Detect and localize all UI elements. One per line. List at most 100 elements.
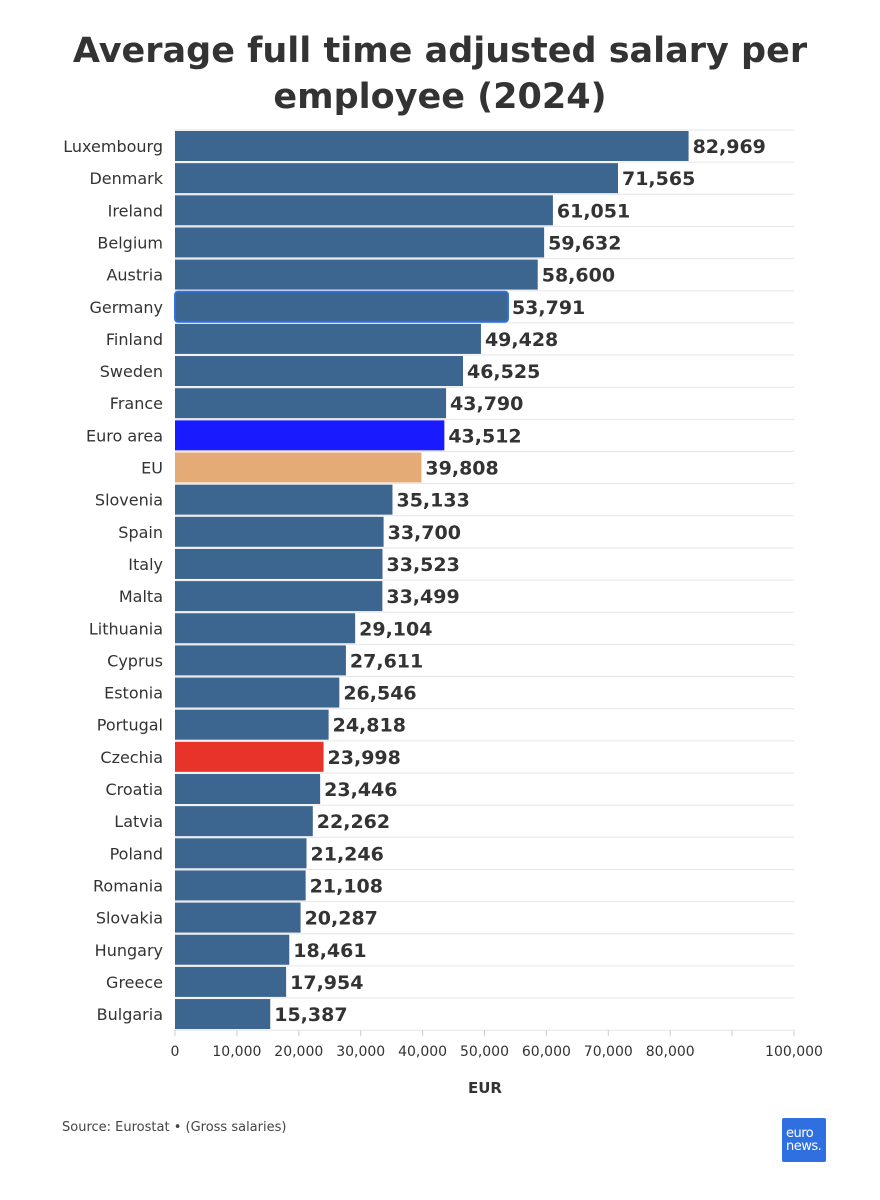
bar-finland[interactable] xyxy=(175,323,481,354)
bar-luxembourg[interactable] xyxy=(175,131,689,161)
category-label: Euro area xyxy=(86,426,163,445)
category-label: Hungary xyxy=(95,941,163,960)
chart-title: Average full time adjusted salary per em… xyxy=(72,31,808,117)
value-label: 82,969 xyxy=(693,136,766,158)
tick-label: 50,000 xyxy=(460,1044,509,1060)
value-label: 23,446 xyxy=(324,779,397,801)
category-label: Austria xyxy=(106,266,163,285)
tick-label: 70,000 xyxy=(584,1044,633,1060)
category-label: Ireland xyxy=(108,201,163,220)
category-label: Estonia xyxy=(104,684,163,703)
category-label: Italy xyxy=(128,555,163,574)
bar-croatia[interactable] xyxy=(175,774,321,804)
bar-lithuania[interactable] xyxy=(175,613,356,644)
category-label: Poland xyxy=(110,844,163,863)
bar-germany[interactable] xyxy=(174,290,509,323)
value-label: 61,051 xyxy=(557,200,630,222)
category-label: Lithuania xyxy=(89,619,163,638)
category-label: France xyxy=(110,394,163,413)
bar-latvia[interactable] xyxy=(175,806,313,837)
bar-romania[interactable] xyxy=(175,870,306,901)
value-label: 49,428 xyxy=(485,329,558,351)
category-label: Finland xyxy=(106,330,163,349)
bar-chart: Luxembourg Denmark Ireland Belgium Austria Ge… xyxy=(63,129,823,1097)
tick-label: 20,000 xyxy=(274,1044,323,1060)
bar-ireland[interactable] xyxy=(175,195,553,226)
logo-line-2: news. xyxy=(786,1139,822,1154)
category-label: Slovakia xyxy=(96,909,163,928)
category-label: Luxembourg xyxy=(63,137,163,156)
value-label: 20,287 xyxy=(305,908,378,930)
bar-spain[interactable] xyxy=(175,516,384,547)
value-label: 21,246 xyxy=(311,843,384,865)
x-axis-label: EUR xyxy=(468,1079,502,1097)
x-axis-ticks: 0 10,000 20,000 30,000 40,000 50,000 60,000 70,… xyxy=(171,1030,823,1060)
bar-slovakia[interactable] xyxy=(175,902,301,933)
value-label: 33,700 xyxy=(388,522,461,544)
category-label: Germany xyxy=(89,298,163,317)
bar-sweden[interactable] xyxy=(175,356,463,387)
value-label: 46,525 xyxy=(467,361,540,383)
tick-label: 100,000 xyxy=(765,1044,823,1060)
logo-line-1: euro xyxy=(786,1126,814,1141)
tick-label: 40,000 xyxy=(398,1044,447,1060)
value-label: 59,632 xyxy=(548,232,621,254)
bar-denmark[interactable] xyxy=(175,163,618,194)
value-label: 53,791 xyxy=(512,297,585,319)
value-label: 35,133 xyxy=(396,490,469,512)
bar-eu[interactable] xyxy=(175,452,422,483)
value-label: 23,998 xyxy=(328,747,401,769)
category-label: Croatia xyxy=(105,780,163,799)
bar-czechia[interactable] xyxy=(175,741,324,772)
value-label: 18,461 xyxy=(293,940,366,962)
source-note: Source: Eurostat • (Gross salaries) xyxy=(62,1120,287,1135)
value-label: 15,387 xyxy=(274,1004,347,1026)
bar-malta[interactable] xyxy=(175,581,383,612)
tick-label: 80,000 xyxy=(646,1044,695,1060)
category-labels: Luxembourg Denmark Ireland Belgium Austria Ge… xyxy=(63,137,163,1024)
bar-cyprus[interactable] xyxy=(175,645,346,676)
value-label: 27,611 xyxy=(350,650,423,672)
category-label: Sweden xyxy=(100,362,163,381)
bar-estonia[interactable] xyxy=(175,677,340,708)
value-label: 17,954 xyxy=(290,972,363,994)
value-label: 33,499 xyxy=(386,586,459,608)
value-label: 43,790 xyxy=(450,393,523,415)
bars xyxy=(174,131,689,1030)
category-label: Spain xyxy=(118,523,163,542)
bar-belgium[interactable] xyxy=(175,227,545,258)
bar-poland[interactable] xyxy=(175,838,307,869)
bar-euro-area[interactable] xyxy=(175,420,445,451)
value-label: 22,262 xyxy=(317,811,390,833)
tick-label: 60,000 xyxy=(522,1044,571,1060)
value-label: 29,104 xyxy=(359,618,432,640)
bar-portugal[interactable] xyxy=(175,709,329,740)
tick-label: 0 xyxy=(171,1044,180,1060)
bar-greece[interactable] xyxy=(175,966,287,997)
category-label: Greece xyxy=(106,973,163,992)
bar-bulgaria[interactable] xyxy=(175,999,271,1030)
bar-italy[interactable] xyxy=(175,548,383,579)
category-label: Bulgaria xyxy=(97,1005,163,1024)
category-label: Portugal xyxy=(97,716,163,735)
category-label: Cyprus xyxy=(107,651,163,670)
bar-austria[interactable] xyxy=(175,259,538,290)
category-label: Belgium xyxy=(97,233,163,252)
value-labels: 82,969 71,565 61,051 59,632 58,600 53,791 49,4… xyxy=(274,136,766,1026)
value-label: 33,523 xyxy=(387,554,460,576)
category-label: Slovenia xyxy=(95,491,163,510)
value-label: 58,600 xyxy=(542,265,615,287)
value-label: 71,565 xyxy=(622,168,695,190)
bar-hungary[interactable] xyxy=(175,934,290,965)
category-label: Malta xyxy=(119,587,163,606)
bar-slovenia[interactable] xyxy=(175,484,393,515)
category-label: EU xyxy=(141,459,163,478)
category-label: Latvia xyxy=(114,812,163,831)
euronews-logo[interactable]: euro news. xyxy=(782,1118,826,1162)
category-label: Romania xyxy=(93,876,163,895)
value-label: 39,808 xyxy=(425,458,498,480)
bar-france[interactable] xyxy=(175,388,447,419)
value-label: 24,818 xyxy=(333,715,406,737)
tick-label: 10,000 xyxy=(212,1044,261,1060)
value-label: 26,546 xyxy=(343,683,416,705)
